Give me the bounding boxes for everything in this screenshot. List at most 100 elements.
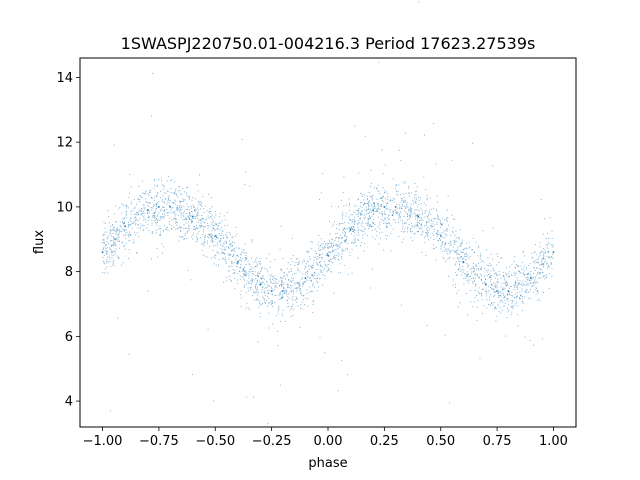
data-point <box>361 207 363 208</box>
data-point <box>527 273 528 275</box>
data-point <box>440 246 442 248</box>
data-point <box>298 260 300 262</box>
data-point <box>497 293 499 294</box>
data-point <box>525 281 527 283</box>
data-point <box>133 241 135 243</box>
data-point <box>359 218 361 220</box>
data-point <box>412 240 414 241</box>
data-point <box>333 242 335 244</box>
data-point <box>339 245 341 247</box>
data-point <box>408 192 410 194</box>
data-point <box>138 185 140 187</box>
data-point <box>129 233 131 235</box>
data-point <box>179 212 181 214</box>
data-point <box>425 235 426 237</box>
data-point <box>330 271 332 273</box>
data-point <box>278 305 280 307</box>
data-point <box>363 250 365 252</box>
data-point <box>215 254 217 256</box>
data-point <box>530 298 532 300</box>
data-point <box>471 249 473 251</box>
data-point <box>352 225 354 227</box>
data-point <box>401 230 403 232</box>
data-point <box>204 234 206 236</box>
data-point <box>530 283 532 285</box>
data-point <box>308 265 310 267</box>
data-point <box>110 240 112 242</box>
data-point <box>383 249 385 251</box>
data-point <box>419 220 420 222</box>
data-point <box>328 239 330 241</box>
data-point <box>113 243 115 245</box>
data-point <box>507 276 509 278</box>
data-point <box>261 288 263 290</box>
data-point <box>463 283 465 285</box>
data-point <box>111 224 113 226</box>
data-point <box>133 208 135 210</box>
data-point <box>478 277 480 279</box>
data-point <box>107 261 109 263</box>
data-point <box>122 218 124 220</box>
data-point <box>281 286 283 287</box>
data-point <box>501 283 503 285</box>
data-point <box>267 284 269 286</box>
data-point <box>203 244 205 246</box>
data-point <box>452 279 454 281</box>
data-point <box>169 200 171 201</box>
data-point <box>324 275 326 277</box>
data-point <box>378 205 380 207</box>
data-point <box>358 210 360 212</box>
data-point <box>536 287 538 289</box>
data-point <box>211 222 213 224</box>
data-point <box>516 285 518 287</box>
data-point <box>274 258 276 260</box>
data-point <box>364 229 366 231</box>
data-point <box>407 213 408 215</box>
data-point <box>458 269 460 271</box>
data-point <box>390 224 392 226</box>
data-point <box>218 216 220 217</box>
data-point <box>268 297 270 299</box>
data-point <box>503 275 505 276</box>
data-point <box>404 180 406 182</box>
data-point <box>232 245 233 246</box>
data-point <box>112 250 114 252</box>
data-point <box>451 159 453 161</box>
data-point <box>257 264 259 266</box>
data-point <box>371 197 373 199</box>
data-point <box>504 277 506 279</box>
data-point <box>420 224 422 226</box>
data-point <box>514 283 516 284</box>
data-point <box>207 328 209 330</box>
data-point <box>201 218 203 220</box>
data-point <box>461 242 463 244</box>
data-point <box>428 214 429 216</box>
data-point <box>112 244 114 246</box>
data-point <box>525 290 527 292</box>
y-tick-label: 4 <box>65 395 73 410</box>
data-point <box>137 212 139 214</box>
data-point <box>149 191 150 193</box>
x-tick-label: 0.25 <box>370 434 399 449</box>
data-point <box>409 216 411 218</box>
data-point <box>398 235 400 237</box>
data-point <box>421 218 423 220</box>
data-point <box>367 219 369 221</box>
data-point <box>353 239 355 241</box>
data-point <box>156 184 158 186</box>
data-point <box>300 288 301 290</box>
data-point <box>417 219 418 221</box>
x-tick-label: −0.75 <box>139 434 179 449</box>
data-point <box>523 284 525 285</box>
data-point <box>416 223 418 225</box>
data-point <box>482 282 484 284</box>
data-point <box>552 244 554 245</box>
x-tick-label: −0.50 <box>195 434 235 449</box>
data-point <box>442 223 444 225</box>
data-point <box>498 305 500 307</box>
data-point <box>212 221 214 222</box>
data-point <box>542 291 544 293</box>
data-point <box>232 255 234 257</box>
data-point <box>534 279 536 281</box>
data-point <box>415 214 417 216</box>
